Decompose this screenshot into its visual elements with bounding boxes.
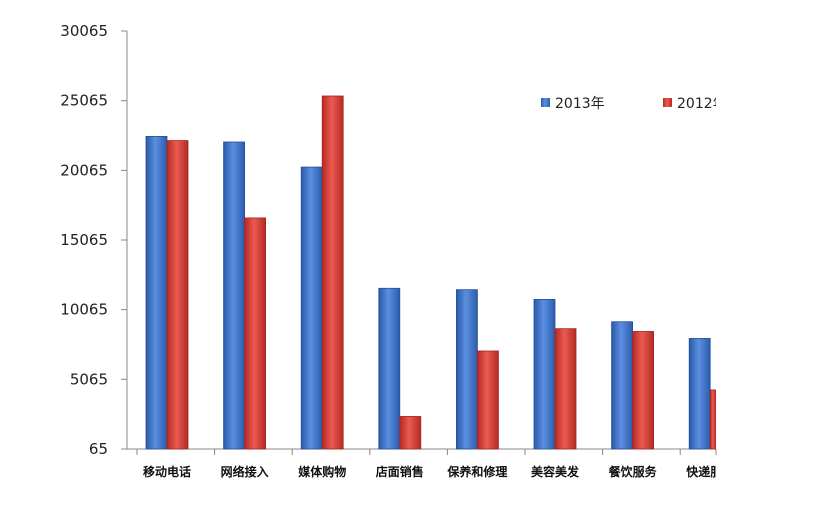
x-tick-label-6: 餐饮服务 [609, 464, 658, 479]
bar-2012-3 [399, 416, 422, 450]
bar-2012-0 [166, 140, 189, 450]
bar-2013-3 [378, 287, 401, 450]
y-tick-label-0: 65 [89, 440, 108, 458]
y-tick-label-4: 20065 [60, 161, 108, 179]
x-tick-label-2: 媒体购物 [298, 464, 346, 479]
bar-2013-0 [145, 136, 168, 450]
x-tick-label-5: 美容美发 [531, 464, 580, 479]
y-tick-label-6: 30065 [60, 22, 108, 40]
category-labels: 移动电话 网络接入 媒体购物 店面销售 保养和修理 美容美发 餐饮服务 快递服务 [143, 464, 735, 479]
bar-2013-7 [688, 338, 711, 450]
legend-swatch-1 [663, 98, 672, 107]
bar-2013-5 [533, 299, 556, 450]
legend: 2013年 2012年 [541, 96, 727, 112]
x-tick-label-1: 网络接入 [221, 464, 269, 479]
bar-2012-2 [321, 95, 344, 450]
legend-label-1: 2012年 [677, 96, 727, 112]
bar-2012-5 [554, 328, 577, 450]
y-tick-label-5: 25065 [60, 92, 108, 110]
y-tick-label-3: 15065 [60, 231, 108, 249]
y-tick-label-1: 5065 [70, 370, 108, 388]
x-tick-label-0: 移动电话 [143, 464, 191, 479]
bar-2013-1 [223, 141, 246, 450]
legend-label-0: 2013年 [555, 96, 605, 112]
x-tick-label-4: 保养和修理 [446, 464, 507, 479]
x-tick-label-7: 快递服务 [686, 464, 735, 479]
bar-2013-6 [611, 321, 633, 450]
bar-2012-1 [244, 217, 267, 450]
bars [145, 95, 716, 450]
x-tick-label-3: 店面销售 [376, 464, 424, 479]
bar-2012-4 [476, 350, 499, 450]
legend-swatch-0 [541, 98, 550, 107]
y-tick-label-2: 10065 [60, 301, 108, 319]
bar-2012-6 [632, 331, 654, 450]
bar-2012-7 [709, 389, 716, 450]
bar-2013-2 [300, 166, 323, 450]
bar-2013-4 [455, 289, 478, 450]
